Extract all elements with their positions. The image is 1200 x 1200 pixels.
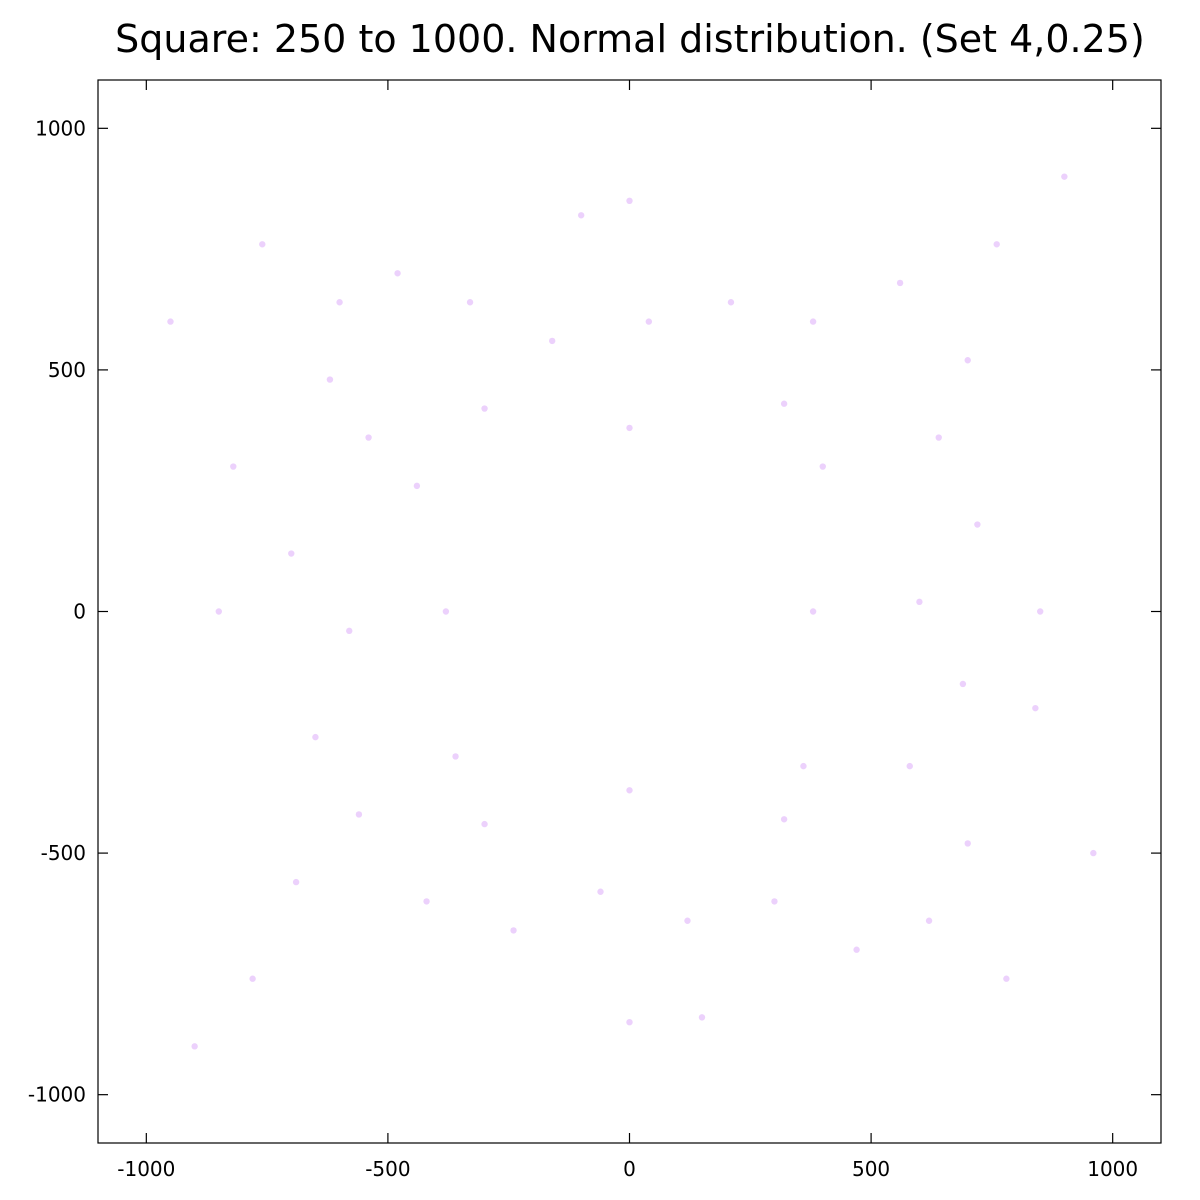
data-point (365, 434, 372, 441)
data-point (548, 337, 556, 345)
data-point (1061, 173, 1068, 180)
data-point (1003, 975, 1010, 982)
chart-title: Square: 250 to 1000. Normal distribution… (115, 17, 1145, 61)
data-point (626, 197, 633, 204)
data-point (727, 299, 735, 306)
data-point (780, 816, 788, 823)
data-point (292, 878, 300, 886)
data-point (935, 434, 942, 441)
data-point (259, 241, 266, 248)
y-tick-label: 0 (73, 600, 86, 624)
data-point (698, 1014, 706, 1021)
y-tick-label: 1000 (35, 116, 86, 140)
y-tick-label: -1000 (28, 1083, 86, 1107)
data-point (1037, 608, 1044, 615)
data-point (853, 946, 860, 953)
data-point (771, 898, 778, 905)
x-tick-label: 1000 (1087, 1157, 1138, 1181)
data-point (452, 753, 459, 760)
data-point (993, 241, 1000, 248)
data-point (413, 482, 421, 490)
data-point (191, 1043, 198, 1050)
data-point (964, 357, 971, 364)
data-point (597, 888, 604, 895)
data-point (925, 917, 933, 924)
x-tick-label: 0 (623, 1157, 636, 1181)
data-point (423, 898, 430, 905)
data-point (1090, 849, 1097, 857)
data-point (645, 318, 653, 325)
data-point (626, 787, 633, 794)
x-tick-label: 500 (852, 1157, 890, 1181)
data-point (819, 463, 826, 470)
data-point (355, 811, 363, 818)
data-point (577, 212, 585, 219)
x-tick-label: -500 (365, 1157, 410, 1181)
y-tick-label: -500 (41, 841, 86, 865)
data-point (336, 299, 343, 306)
data-point (510, 927, 517, 934)
data-point (167, 318, 174, 325)
data-point (215, 608, 222, 615)
data-point (481, 405, 488, 412)
data-point (626, 1019, 633, 1026)
data-point (684, 917, 691, 924)
data-point (1032, 704, 1039, 712)
data-point (481, 820, 488, 828)
data-point (780, 400, 788, 407)
data-point (959, 680, 967, 688)
data-point (896, 279, 904, 287)
data-point (906, 762, 913, 770)
data-point (974, 521, 981, 528)
data-point (312, 733, 319, 741)
data-point (626, 424, 633, 432)
data-point (326, 376, 334, 383)
data-point (800, 762, 807, 770)
data-point (916, 598, 923, 606)
data-point (809, 318, 817, 325)
data-point (964, 840, 971, 847)
data-point (249, 975, 256, 982)
scatter-points (167, 173, 1097, 1050)
data-point (442, 608, 450, 615)
data-point (809, 608, 817, 615)
data-point (466, 299, 474, 306)
data-point (230, 463, 237, 470)
data-point (394, 270, 401, 277)
y-tick-label: 500 (48, 358, 86, 382)
data-point (288, 550, 295, 557)
axes: -1000 -500 0 500 1000 -1000 -500 0 500 1000 (28, 80, 1161, 1181)
x-tick-label: -1000 (117, 1157, 175, 1181)
plot-frame (97, 79, 1162, 1144)
data-point (346, 627, 353, 635)
